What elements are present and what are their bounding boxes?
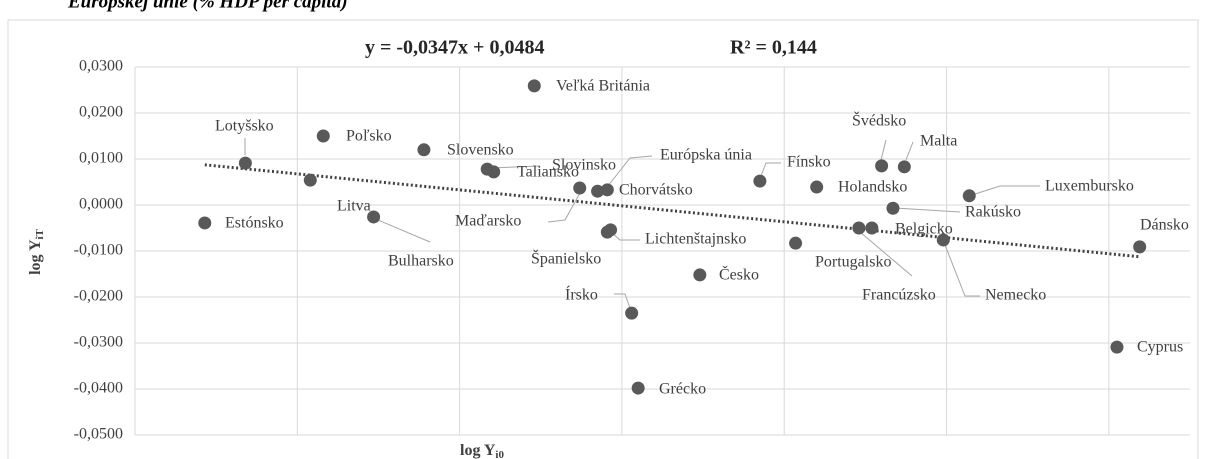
marks: Estónsko Lotyšsko Litva Poľsko Bulharsko Slov… bbox=[198, 78, 1189, 398]
point bbox=[753, 174, 767, 188]
data-label: Lichtenštajnsko bbox=[645, 231, 746, 248]
chart-title: Európskej únie (% HDP per capita) bbox=[67, 0, 348, 12]
point bbox=[198, 216, 212, 230]
point bbox=[487, 165, 501, 179]
point bbox=[1110, 340, 1124, 354]
data-label: Luxembursko bbox=[1045, 178, 1134, 195]
data-label: Slovinsko bbox=[552, 157, 616, 174]
point bbox=[573, 181, 587, 195]
y-axis-title: log YiT bbox=[27, 228, 46, 274]
y-tick-label: 0,0000 bbox=[79, 196, 123, 213]
y-tick-label: 0,0200 bbox=[79, 104, 123, 121]
data-label: Írsko bbox=[565, 285, 598, 304]
point bbox=[693, 268, 707, 282]
data-label: Rakúsko bbox=[965, 204, 1021, 221]
data-label: Cyprus bbox=[1137, 339, 1183, 356]
leader-line bbox=[894, 207, 961, 213]
data-label: Veľká Británia bbox=[556, 78, 650, 95]
point bbox=[897, 160, 911, 174]
point bbox=[367, 210, 381, 224]
data-label: Chorvátsko bbox=[619, 182, 693, 199]
data-label: Fínsko bbox=[787, 154, 831, 171]
point bbox=[810, 180, 824, 194]
leader-line bbox=[377, 219, 431, 243]
data-label: Portugalsko bbox=[815, 254, 891, 271]
r-squared: R² = 0,144 bbox=[730, 37, 817, 59]
leader-line bbox=[614, 293, 631, 309]
point bbox=[962, 189, 976, 203]
point bbox=[789, 236, 803, 250]
data-label: Malta bbox=[920, 133, 957, 150]
data-label: Belgicko bbox=[895, 221, 953, 238]
data-label: Švédsko bbox=[852, 111, 906, 130]
point bbox=[417, 143, 431, 157]
leader-line bbox=[971, 185, 1040, 196]
y-axis-title-sub: iT bbox=[34, 228, 46, 239]
point bbox=[600, 183, 614, 197]
y-axis-title-main: log Y bbox=[27, 239, 44, 275]
y-tick-label: 0,0300 bbox=[79, 58, 123, 75]
y-tick-label: -0,0200 bbox=[74, 288, 123, 305]
point bbox=[238, 156, 252, 170]
point bbox=[631, 381, 645, 395]
x-axis-title: log Yi0 bbox=[460, 442, 504, 459]
leader-line bbox=[547, 192, 581, 223]
grid bbox=[134, 66, 1190, 436]
leader-line bbox=[760, 162, 781, 177]
y-tick-label: -0,0500 bbox=[74, 426, 123, 443]
point bbox=[591, 184, 605, 198]
point bbox=[625, 306, 639, 320]
data-label: Poľsko bbox=[346, 128, 392, 145]
data-label: Česko bbox=[719, 265, 759, 284]
y-tick-label: -0,0300 bbox=[74, 334, 123, 351]
point bbox=[1133, 240, 1147, 254]
leader-line bbox=[607, 155, 653, 187]
data-label: Litva bbox=[337, 198, 371, 215]
data-label: Španielsko bbox=[531, 249, 601, 268]
leader-line bbox=[905, 141, 914, 161]
data-label: Taliansko bbox=[517, 164, 579, 181]
data-label: Estónsko bbox=[225, 215, 284, 232]
data-label: Slovensko bbox=[447, 142, 514, 159]
point bbox=[936, 233, 950, 247]
leader-line bbox=[944, 244, 980, 297]
point bbox=[852, 221, 866, 235]
chart-frame bbox=[7, 19, 1199, 459]
y-tick-label: 0,0100 bbox=[79, 150, 123, 167]
trendline bbox=[204, 163, 1140, 259]
point bbox=[527, 79, 541, 93]
point bbox=[886, 201, 900, 215]
point bbox=[303, 173, 317, 187]
data-label: Maďarsko bbox=[455, 213, 521, 230]
x-axis-title-main: log Y bbox=[460, 442, 496, 459]
point bbox=[875, 159, 889, 173]
data-label: Holandsko bbox=[838, 179, 907, 196]
data-label: Európska únia bbox=[660, 147, 752, 164]
data-label: Grécko bbox=[659, 381, 706, 398]
data-label: Lotyšsko bbox=[215, 118, 274, 135]
point bbox=[865, 221, 879, 235]
data-label: Dánsko bbox=[1140, 217, 1189, 234]
x-axis-title-sub: i0 bbox=[495, 449, 504, 459]
data-label: Bulharsko bbox=[388, 253, 454, 270]
y-tick-label: -0,0400 bbox=[74, 380, 123, 397]
leader-line bbox=[880, 139, 887, 161]
point bbox=[604, 223, 618, 237]
equation: y = -0,0347x + 0,0484 bbox=[365, 37, 544, 59]
leader-line bbox=[859, 231, 913, 277]
data-label: Nemecko bbox=[985, 287, 1046, 304]
y-tick-label: -0,0100 bbox=[74, 242, 123, 259]
data-label: Francúzsko bbox=[862, 287, 936, 304]
point bbox=[316, 129, 330, 143]
